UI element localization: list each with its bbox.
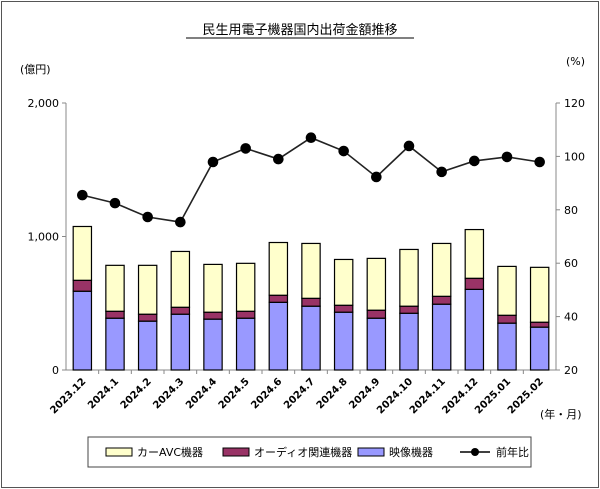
line-point [207,156,219,168]
chart-title: 民生用電子機器国内出荷金額推移 [202,22,397,38]
bar-オーディオ関連機器 [301,297,321,307]
legend-marker [471,448,479,456]
bar-カーAVC機器 [268,241,289,296]
y-axis-label: (億円) [20,63,51,76]
bar-オーディオ関連機器 [529,321,550,328]
legend-swatch [222,447,250,457]
line-point [142,211,153,223]
y-tick-label: 2,000 [28,97,60,110]
legend-label: 前年比 [496,445,529,459]
bar-カーAVC機器 [137,264,158,315]
bar-カーAVC機器 [366,257,387,311]
bar-映像機器 [137,320,158,371]
legend-label: カーAVC機器 [137,445,203,459]
bar-オーディオ関連機器 [333,304,354,313]
x-tick-label: 2024.3 [151,376,186,411]
y2-tick-label: 20 [564,364,578,377]
bar-オーディオ関連機器 [464,277,485,290]
bar-カーAVC機器 [333,258,354,306]
y2-tick-label: 40 [564,311,578,324]
bar-映像機器 [529,326,550,371]
x-tick-label: 2024.8 [315,376,350,411]
bar-カーAVC機器 [105,264,125,312]
bar-オーディオ関連機器 [497,314,517,324]
bar-オーディオ関連機器 [235,310,256,319]
bar-映像機器 [399,312,419,371]
y-tick-label: 0 [52,364,59,377]
line-point [403,140,415,152]
bar-映像機器 [366,317,387,371]
y2-tick-label: 120 [564,97,585,110]
line-point [338,145,349,157]
legend-swatch [105,447,133,457]
bar-映像機器 [203,318,223,371]
bar-オーディオ関連機器 [366,309,387,319]
bar-カーAVC機器 [431,242,452,297]
bar-オーディオ関連機器 [431,295,452,305]
line-point [273,153,284,165]
line-point [175,216,186,228]
bar-カーAVC機器 [235,262,256,312]
bar-カーAVC機器 [497,265,517,316]
line-point [240,143,251,154]
bar-カーAVC機器 [72,225,93,281]
bar-映像機器 [268,301,289,371]
bar-映像機器 [333,311,354,371]
y2-tick-label: 100 [564,150,585,163]
bar-映像機器 [431,303,452,371]
x-tick-label: 2024.5 [217,376,252,411]
line-point [109,197,121,209]
line-point [436,166,447,178]
bar-オーディオ関連機器 [105,310,125,319]
bar-オーディオ関連機器 [72,279,93,292]
line-point [77,189,88,201]
bar-オーディオ関連機器 [137,313,158,322]
bar-映像機器 [235,317,256,371]
line-point [534,156,545,168]
x-axis-label: (年・月) [540,407,582,421]
bar-映像機器 [105,317,125,371]
y2-tick-label: 60 [564,257,578,270]
x-tick-label: 2024.4 [184,376,219,411]
legend-box [87,436,532,468]
line-point [305,132,317,144]
x-tick-label: 2024.2 [119,376,154,411]
y2-axis-label: (%) [566,55,585,68]
bar-映像機器 [464,288,485,371]
legend-label: オーディオ関連機器 [254,445,352,459]
bar-カーAVC機器 [464,228,485,279]
line-point [501,151,513,163]
bar-カーAVC機器 [529,266,550,323]
y-tick-label: 1,000 [28,231,60,244]
x-tick-label: 2024.6 [249,376,284,411]
bar-カーAVC機器 [301,242,321,299]
y2-tick-label: 80 [564,204,578,217]
bar-オーディオ関連機器 [170,306,191,315]
x-tick-label: 2023.12 [48,376,88,416]
bar-オーディオ関連機器 [399,305,419,314]
legend-label: 映像機器 [389,445,433,459]
bar-映像機器 [170,313,191,371]
line-point [469,155,480,167]
line-point [371,171,382,183]
bar-カーAVC機器 [170,250,191,308]
line-前年比 [82,136,540,223]
bar-映像機器 [301,305,321,371]
x-tick-label: 2024.1 [86,376,121,411]
legend-swatch [357,447,385,457]
bar-カーAVC機器 [203,263,223,313]
bar-オーディオ関連機器 [268,294,289,303]
bar-カーAVC機器 [399,248,419,307]
bar-オーディオ関連機器 [203,311,223,320]
x-tick-label: 2024.7 [282,376,317,411]
bar-映像機器 [72,290,93,371]
bar-映像機器 [497,322,517,371]
